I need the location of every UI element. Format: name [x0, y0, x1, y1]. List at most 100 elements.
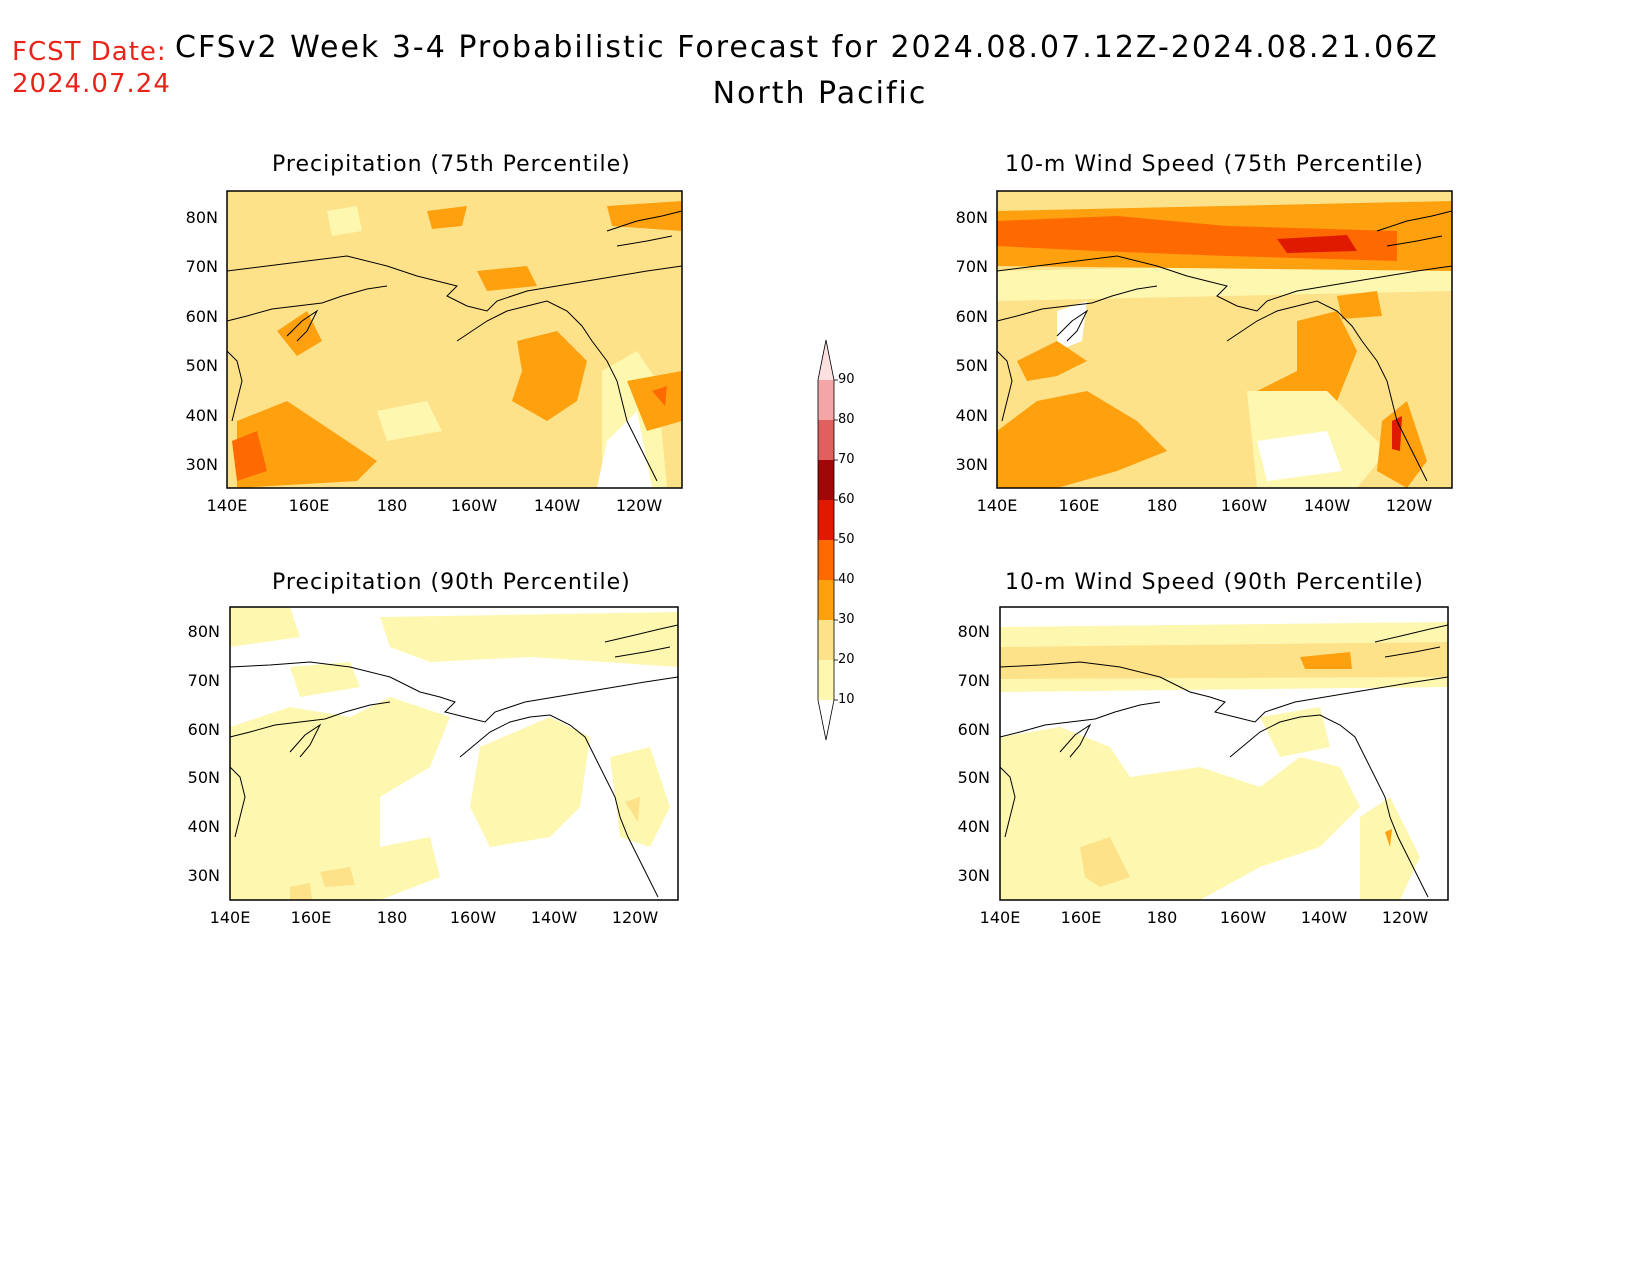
map-precip-75: [226, 190, 683, 489]
colorbar-segment: [818, 420, 834, 460]
lon-tick: 140E: [979, 908, 1021, 927]
colorbar-label: 80: [838, 412, 855, 427]
panel-title-precip-75: Precipitation (75th Percentile): [272, 152, 631, 177]
contour-red: [1392, 416, 1402, 451]
colorbar-label: 40: [838, 572, 855, 587]
probability-contours: [997, 201, 1452, 488]
lat-tick: 80N: [187, 622, 220, 641]
lat-tick: 70N: [187, 671, 220, 690]
contour-white: [597, 411, 652, 488]
lat-tick: 60N: [957, 720, 990, 739]
contour-red: [1277, 235, 1357, 253]
contour-orange: [1337, 291, 1382, 319]
contour-mid: [625, 797, 640, 822]
map-frame: [229, 606, 679, 901]
lat-tick: 50N: [185, 356, 218, 375]
colorbar-top-extension: [818, 340, 834, 380]
colorbar: [817, 339, 838, 741]
colorbar-label: 70: [838, 452, 855, 467]
contour-orange: [1385, 829, 1392, 847]
lon-tick: 140W: [530, 908, 578, 927]
lat-tick: 80N: [957, 622, 990, 641]
lat-tick: 70N: [957, 671, 990, 690]
lon-tick: 120W: [1385, 496, 1433, 515]
coastlines: [999, 624, 1449, 898]
contour-light: [380, 612, 678, 667]
lat-tick: 70N: [185, 257, 218, 276]
colorbar-segment: [818, 540, 834, 580]
lon-tick: 160E: [1058, 496, 1100, 515]
colorbar-segment: [818, 380, 834, 420]
lon-tick: 160W: [1219, 908, 1267, 927]
lon-tick: 160W: [1220, 496, 1268, 515]
colorbar-segment: [818, 460, 834, 500]
contour-light: [1260, 707, 1330, 757]
contour-orange: [277, 311, 322, 356]
contour-orange: [1017, 341, 1087, 381]
contour-orange: [607, 201, 682, 231]
lon-tick: 120W: [1381, 908, 1429, 927]
lon-tick: 140E: [976, 496, 1018, 515]
forecast-date-label: FCST Date: 2024.07.24: [12, 36, 171, 100]
contour-light: [470, 717, 590, 847]
map-wind-90: [999, 606, 1449, 901]
colorbar-segment: [818, 580, 834, 620]
lat-tick: 40N: [185, 406, 218, 425]
colorbar-label: 10: [838, 692, 855, 707]
lon-tick: 120W: [615, 496, 663, 515]
lon-tick: 160E: [1060, 908, 1102, 927]
probability-contours-mid: [290, 797, 640, 900]
colorbar-label: 90: [838, 372, 855, 387]
lat-tick: 40N: [957, 817, 990, 836]
contour-light: [230, 607, 300, 647]
lat-tick: 30N: [957, 866, 990, 885]
fcst-label: FCST Date:: [12, 37, 167, 67]
map-frame: [999, 606, 1449, 901]
lat-tick: 40N: [955, 406, 988, 425]
map-wind-75: [996, 190, 1453, 489]
contour-light: [997, 261, 1452, 301]
contour-mid: [320, 867, 355, 887]
contour-red-orange: [652, 386, 667, 406]
lon-tick: 140E: [209, 908, 251, 927]
colorbar-bottom-extension: [818, 700, 834, 740]
lon-tick: 120W: [611, 908, 659, 927]
map-precip-90: [229, 606, 679, 901]
lon-tick: 180: [1146, 908, 1178, 927]
page-title: CFSv2 Week 3-4 Probabilistic Forecast fo…: [175, 30, 1439, 65]
panel-title-precip-90: Precipitation (90th Percentile): [272, 570, 631, 595]
colorbar-segment: [818, 500, 834, 540]
page-subtitle: North Pacific: [712, 76, 928, 111]
probability-contours-mid: [1000, 642, 1448, 887]
lon-tick: 140W: [533, 496, 581, 515]
coastlines: [229, 624, 679, 898]
lat-tick: 60N: [955, 307, 988, 326]
lon-tick: 140W: [1303, 496, 1351, 515]
lon-tick: 180: [376, 496, 408, 515]
lat-tick: 30N: [185, 455, 218, 474]
colorbar-segment: [818, 660, 834, 700]
lon-tick: 160W: [449, 908, 497, 927]
lon-tick: 180: [1146, 496, 1178, 515]
lon-tick: 160W: [450, 496, 498, 515]
panel-title-wind-75: 10-m Wind Speed (75th Percentile): [1005, 152, 1424, 177]
coastlines: [226, 210, 683, 482]
fcst-date: 2024.07.24: [12, 69, 171, 99]
lon-tick: 180: [376, 908, 408, 927]
lat-tick: 80N: [185, 208, 218, 227]
map-frame: [996, 190, 1453, 489]
contour-mid: [290, 883, 312, 900]
contour-orange: [1377, 401, 1427, 488]
colorbar-segment: [818, 620, 834, 660]
lat-tick: 50N: [957, 768, 990, 787]
contour-white: [1257, 431, 1342, 481]
contour-orange: [627, 371, 682, 431]
contour-light: [327, 206, 362, 236]
lon-tick: 140W: [1300, 908, 1348, 927]
contour-light: [290, 662, 360, 697]
lon-tick: 160E: [290, 908, 332, 927]
lon-tick: 140E: [206, 496, 248, 515]
colorbar-label: 30: [838, 612, 855, 627]
contour-white: [1057, 301, 1087, 351]
lat-tick: 80N: [955, 208, 988, 227]
